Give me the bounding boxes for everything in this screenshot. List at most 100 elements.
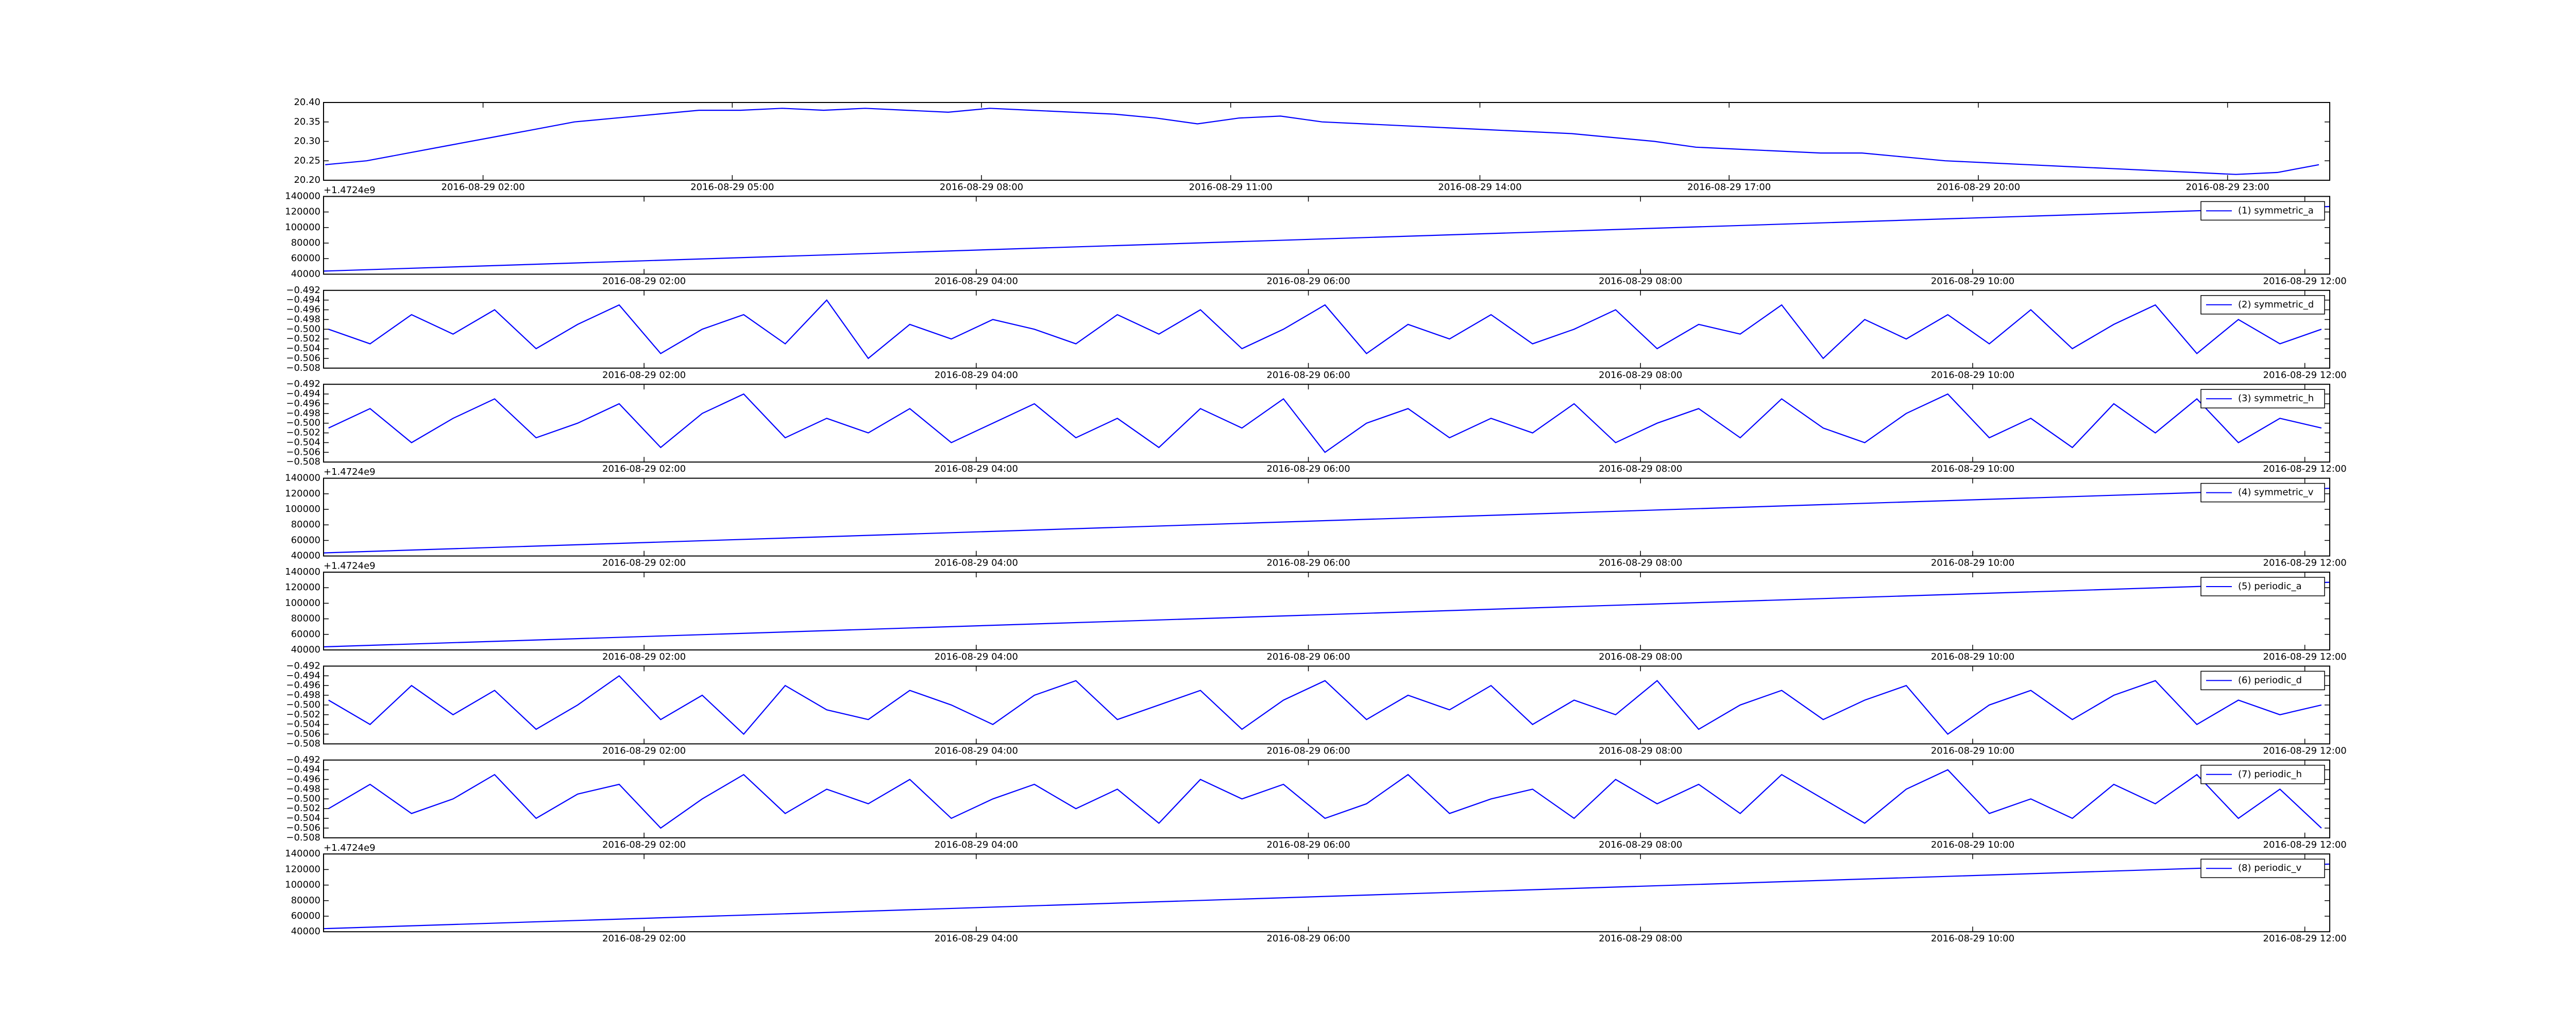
x-tick-label: 2016-08-29 10:00 (1931, 839, 2014, 850)
y-tick-label: −0.500 (286, 418, 320, 428)
x-tick-label: 2016-08-29 12:00 (2263, 933, 2347, 944)
x-tick-label: 2016-08-29 02:00 (602, 276, 686, 286)
legend-label: (4) symmetric_v (2238, 487, 2314, 498)
y-tick-label: −0.494 (286, 295, 320, 305)
y-tick-label: −0.498 (286, 408, 320, 419)
y-tick-label: −0.498 (286, 783, 320, 794)
x-tick-label: 2016-08-29 04:00 (935, 839, 1018, 850)
legend-label: (7) periodic_h (2238, 769, 2302, 780)
y-tick-label: −0.508 (286, 363, 320, 373)
y-tick-label: 80000 (291, 237, 320, 248)
legend-label: (8) periodic_v (2238, 863, 2301, 873)
y-tick-label: −0.496 (286, 304, 320, 315)
y-tick-label: −0.502 (286, 803, 320, 814)
x-tick-label: 2016-08-29 10:00 (1931, 651, 2014, 662)
y-tick-label: −0.492 (286, 379, 320, 389)
x-tick-label: 2016-08-29 06:00 (1266, 745, 1350, 756)
y-tick-label: −0.496 (286, 774, 320, 785)
y-tick-label: −0.504 (286, 813, 320, 823)
data-line (328, 769, 2322, 829)
y-tick-label: −0.508 (286, 456, 320, 467)
y-tick-label: 60000 (291, 629, 320, 640)
y-tick-label: 80000 (291, 895, 320, 906)
y-tick-label: −0.500 (286, 699, 320, 710)
y-tick-label: −0.494 (286, 764, 320, 775)
x-tick-label: 2016-08-29 02:00 (441, 182, 524, 193)
x-tick-label: 2016-08-29 08:00 (1599, 276, 1682, 286)
data-line (323, 581, 2330, 648)
x-tick-label: 2016-08-29 04:00 (935, 464, 1018, 474)
x-tick-label: 2016-08-29 08:00 (1599, 839, 1682, 850)
y-tick-label: 60000 (291, 911, 320, 921)
x-tick-label: 2016-08-29 06:00 (1266, 558, 1350, 569)
x-tick-label: 2016-08-29 10:00 (1931, 745, 2014, 756)
x-tick-label: 2016-08-29 12:00 (2263, 745, 2347, 756)
x-tick-label: 2016-08-29 10:00 (1931, 276, 2014, 286)
y-tick-label: 40000 (291, 551, 320, 561)
y-tick-label: 80000 (291, 613, 320, 624)
data-line (323, 863, 2330, 930)
x-tick-label: 2016-08-29 02:00 (602, 370, 686, 381)
y-tick-label: 120000 (285, 207, 320, 217)
axes-frame (323, 572, 2330, 650)
x-offset-text: +1.4724e9 (324, 185, 376, 196)
x-tick-label: 2016-08-29 02:00 (602, 933, 686, 944)
x-tick-label: 2016-08-29 05:00 (690, 182, 774, 193)
y-tick-label: −0.502 (286, 709, 320, 720)
y-tick-label: −0.508 (286, 738, 320, 749)
x-tick-label: 2016-08-29 10:00 (1931, 370, 2014, 381)
x-offset-text: +1.4724e9 (324, 467, 376, 477)
y-tick-label: −0.504 (286, 437, 320, 448)
x-tick-label: 2016-08-29 08:00 (1599, 464, 1682, 474)
y-tick-label: −0.500 (286, 323, 320, 334)
x-tick-label: 2016-08-29 14:00 (1438, 182, 1521, 193)
y-tick-label: −0.506 (286, 822, 320, 833)
x-tick-label: 2016-08-29 08:00 (1599, 933, 1682, 944)
x-tick-label: 2016-08-29 12:00 (2263, 651, 2347, 662)
y-tick-label: −0.494 (286, 388, 320, 399)
y-tick-label: 100000 (285, 597, 320, 608)
x-tick-label: 2016-08-29 12:00 (2263, 276, 2347, 286)
y-tick-label: −0.502 (286, 427, 320, 438)
x-tick-label: 2016-08-29 02:00 (602, 651, 686, 662)
x-tick-label: 2016-08-29 02:00 (602, 839, 686, 850)
x-tick-label: 2016-08-29 02:00 (602, 558, 686, 569)
x-tick-label: 2016-08-29 04:00 (935, 745, 1018, 756)
y-tick-label: −0.498 (286, 314, 320, 324)
x-tick-label: 2016-08-29 06:00 (1266, 839, 1350, 850)
x-tick-label: 2016-08-29 17:00 (1687, 182, 1771, 193)
y-tick-label: 20.40 (294, 97, 320, 108)
axes-frame (323, 196, 2330, 275)
x-tick-label: 2016-08-29 10:00 (1931, 464, 2014, 474)
y-tick-label: −0.508 (286, 832, 320, 843)
x-tick-label: 2016-08-29 06:00 (1266, 370, 1350, 381)
x-offset-text: +1.4724e9 (324, 561, 376, 572)
x-tick-label: 2016-08-29 06:00 (1266, 276, 1350, 286)
y-tick-label: −0.502 (286, 333, 320, 344)
x-tick-label: 2016-08-29 06:00 (1266, 933, 1350, 944)
data-line (328, 393, 2322, 453)
x-tick-label: 2016-08-29 06:00 (1266, 651, 1350, 662)
x-tick-label: 2016-08-29 04:00 (935, 276, 1018, 286)
x-tick-label: 2016-08-29 12:00 (2263, 464, 2347, 474)
y-tick-label: −0.506 (286, 447, 320, 457)
x-tick-label: 2016-08-29 04:00 (935, 370, 1018, 381)
y-tick-label: 20.35 (294, 116, 320, 127)
x-tick-label: 2016-08-29 02:00 (602, 745, 686, 756)
x-tick-label: 2016-08-29 08:00 (1599, 370, 1682, 381)
y-tick-label: 100000 (285, 504, 320, 514)
legend-label: (3) symmetric_h (2238, 393, 2314, 404)
y-tick-label: 40000 (291, 268, 320, 279)
x-tick-label: 2016-08-29 06:00 (1266, 464, 1350, 474)
y-tick-label: −0.494 (286, 670, 320, 681)
y-tick-label: 140000 (285, 566, 320, 577)
y-tick-label: −0.500 (286, 793, 320, 804)
axes-frame (323, 853, 2330, 933)
y-tick-label: −0.506 (286, 353, 320, 364)
y-tick-label: −0.496 (286, 398, 320, 409)
x-offset-text: +1.4724e9 (324, 843, 376, 853)
data-line (325, 108, 2319, 175)
x-tick-label: 2016-08-29 12:00 (2263, 839, 2347, 850)
